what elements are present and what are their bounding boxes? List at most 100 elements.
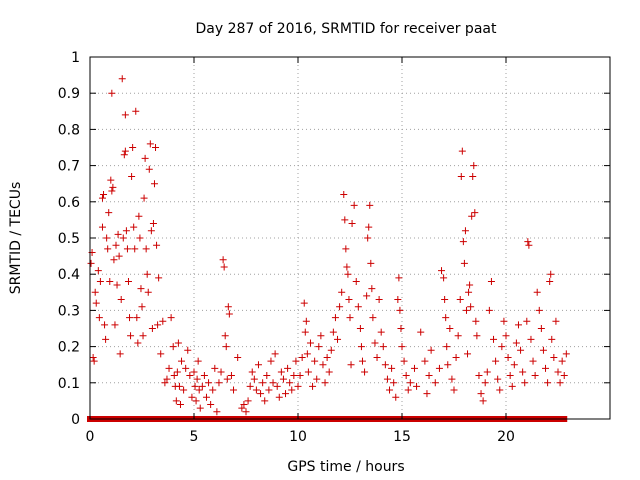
x-tick-label: 0	[86, 429, 95, 445]
data-point	[174, 339, 182, 347]
data-point	[121, 111, 129, 119]
data-point	[104, 245, 112, 253]
data-point	[492, 357, 500, 365]
data-point	[446, 325, 454, 332]
data-point	[311, 357, 319, 365]
data-point	[242, 408, 250, 416]
data-point	[150, 180, 158, 188]
data-point	[157, 350, 165, 358]
data-point	[282, 390, 290, 398]
data-point	[469, 172, 477, 180]
data-point	[219, 256, 227, 264]
data-point	[470, 162, 478, 170]
x-tick-label: 10	[289, 429, 307, 445]
data-point	[196, 404, 204, 412]
data-point	[397, 325, 405, 332]
data-point	[547, 270, 555, 278]
data-point	[456, 296, 464, 304]
data-point	[195, 386, 203, 394]
data-point	[230, 386, 238, 394]
data-point	[465, 288, 473, 296]
data-point	[190, 368, 198, 376]
data-point	[126, 314, 134, 322]
data-point	[123, 245, 131, 253]
data-point	[101, 321, 109, 329]
data-point	[95, 314, 103, 322]
data-point	[217, 368, 225, 376]
data-point	[172, 397, 180, 405]
data-point	[246, 382, 254, 390]
y-tick-label: 0.8	[58, 122, 80, 138]
data-point	[537, 325, 545, 332]
data-point	[114, 230, 122, 238]
data-point	[161, 379, 169, 387]
data-point	[240, 401, 248, 409]
data-point	[452, 353, 460, 361]
data-point	[176, 401, 184, 409]
data-point	[413, 382, 421, 390]
data-point	[396, 306, 404, 314]
data-point	[143, 270, 151, 278]
data-point	[238, 404, 246, 412]
x-tick-label: 5	[190, 429, 199, 445]
data-point	[127, 332, 135, 340]
data-point	[265, 386, 273, 394]
x-axis-label: GPS time / hours	[287, 459, 404, 475]
data-point	[485, 306, 493, 314]
data-point	[298, 353, 306, 361]
data-point	[290, 372, 298, 380]
data-point	[548, 335, 556, 343]
data-point	[494, 375, 502, 383]
data-point	[539, 346, 547, 354]
x-tick-label: 20	[497, 429, 515, 445]
chart-title: Day 287 of 2016, SRMTID for receiver paa…	[196, 21, 497, 37]
data-point	[184, 346, 192, 354]
data-point	[338, 288, 346, 296]
data-point	[149, 220, 157, 228]
y-tick-label: 0.5	[58, 231, 80, 247]
data-point	[227, 372, 235, 380]
data-point	[327, 346, 335, 354]
data-point	[147, 227, 155, 235]
data-point	[134, 339, 142, 347]
data-point	[108, 89, 116, 97]
data-point	[323, 353, 331, 361]
data-point	[152, 144, 160, 151]
data-point	[244, 397, 252, 405]
data-point	[404, 386, 412, 394]
data-point	[373, 353, 381, 361]
data-point	[173, 368, 181, 376]
data-point	[110, 256, 118, 264]
data-point	[371, 339, 379, 347]
data-point	[462, 306, 470, 314]
data-point	[390, 379, 398, 387]
data-point	[438, 267, 446, 275]
data-point	[133, 314, 141, 322]
data-point	[102, 335, 110, 343]
data-point	[155, 274, 163, 282]
y-tick-label: 0	[71, 412, 80, 428]
data-point	[481, 379, 489, 387]
data-point	[379, 343, 387, 351]
data-point	[263, 372, 271, 380]
data-point	[510, 361, 518, 369]
data-point	[410, 364, 418, 372]
data-point	[348, 220, 356, 228]
data-point	[140, 194, 148, 202]
data-point	[142, 245, 150, 253]
data-point	[560, 372, 568, 380]
data-point	[284, 364, 292, 372]
data-point	[107, 176, 115, 184]
data-point	[496, 386, 504, 394]
data-point	[118, 75, 126, 83]
data-point	[366, 201, 374, 209]
data-point	[475, 372, 483, 380]
data-point	[220, 263, 228, 271]
data-point	[144, 288, 152, 296]
data-point	[342, 245, 350, 253]
data-point	[98, 223, 106, 231]
data-point	[120, 151, 128, 159]
data-point	[192, 397, 200, 405]
data-point	[435, 364, 443, 372]
